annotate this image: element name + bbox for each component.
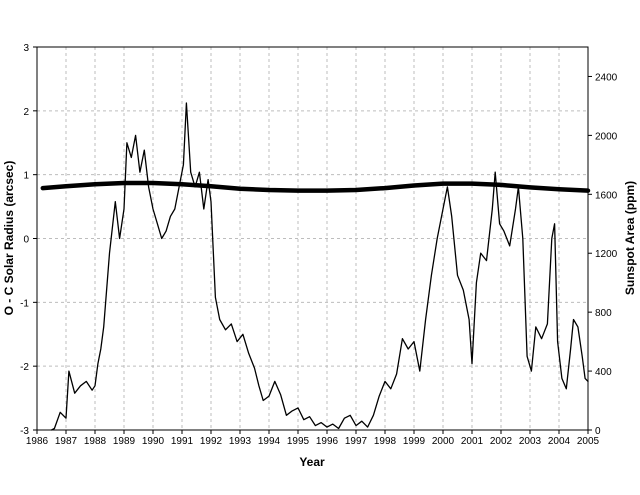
y-right-tick-label: 800 [595,308,612,319]
x-tick-label: 1996 [316,436,339,447]
x-tick-label: 1987 [55,436,78,447]
x-tick-label: 1989 [113,436,136,447]
y-left-tick-label: 2 [23,107,29,118]
x-tick-label: 2004 [548,436,571,447]
x-tick-label: 1997 [345,436,368,447]
y-right-tick-label: 2000 [595,131,618,142]
x-tick-label: 1999 [403,436,426,447]
y-axis-title-right: Sunspot Area (ppm) [623,181,637,295]
sunspot-area-line [50,102,589,431]
x-tick-label: 2000 [432,436,455,447]
x-tick-label: 2001 [461,436,484,447]
ticks [33,46,592,434]
x-tick-label: 1998 [374,436,397,447]
y-right-tick-label: 1600 [595,190,618,201]
y-axis-title-left: O - C Solar Radius (arcsec) [2,161,16,316]
tick-labels: 1986 1987 1988 1989 1990 1991 1992 1993 1994 1995… [20,43,618,447]
y-right-tick-label: 2400 [595,72,618,83]
x-tick-label: 1991 [171,436,194,447]
y-right-tick-label: 1200 [595,249,618,260]
x-tick-label: 1992 [200,436,223,447]
y-left-tick-label: 3 [23,43,29,54]
y-left-tick-label: -1 [20,298,29,309]
x-tick-label: 1994 [258,436,281,447]
x-tick-label: 2002 [490,436,513,447]
x-tick-label: 2005 [577,436,600,447]
x-tick-label: 1990 [142,436,165,447]
y-left-tick-label: 1 [23,171,29,182]
y-left-tick-label: -3 [20,426,29,437]
y-right-tick-label: 0 [595,426,601,437]
x-tick-label: 1995 [287,436,310,447]
x-tick-label: 1993 [229,436,252,447]
x-tick-label: 2003 [519,436,542,447]
y-left-tick-label: -2 [20,362,29,373]
x-axis-title: Year [299,455,325,469]
y-right-tick-label: 400 [595,367,612,378]
x-tick-label: 1988 [84,436,107,447]
x-tick-label: 1986 [26,436,49,447]
y-left-tick-label: 0 [23,235,29,246]
series-layer [40,102,591,431]
